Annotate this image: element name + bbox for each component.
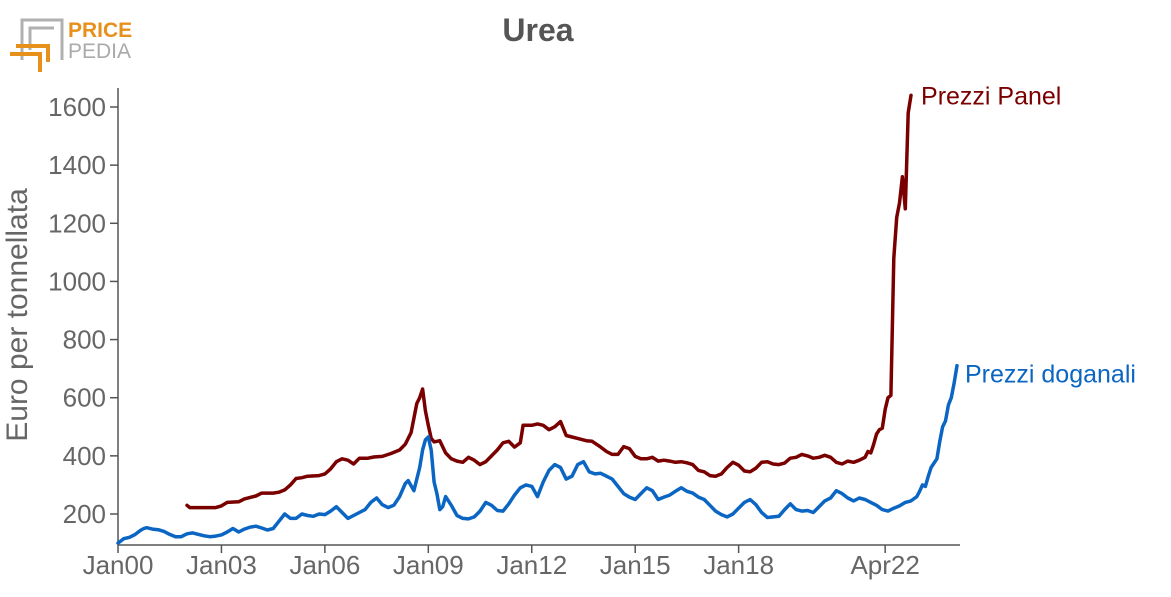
y-tick-label: 800: [63, 325, 106, 355]
logo-frame-orange: [10, 52, 42, 72]
y-tick-label: 1400: [48, 150, 106, 180]
x-tick-label: Jan06: [289, 550, 360, 580]
series-label-prezzi-panel: Prezzi Panel: [921, 82, 1061, 110]
y-tick-label: 1000: [48, 266, 106, 296]
logo-word-pedia: PEDIA: [68, 40, 131, 63]
logo-frame-gray-inner: [28, 26, 54, 50]
series-line-prezzi-doganali: [116, 363, 959, 545]
series-labels: Prezzi Panel Prezzi doganali: [921, 82, 1136, 388]
chart-title: Urea: [502, 12, 573, 48]
pricepedia-logo: PRICE PEDIA: [10, 18, 132, 72]
x-tick-label: Apr22: [850, 550, 919, 580]
y-tick-label: 200: [63, 499, 106, 529]
x-tick-label: Jan12: [496, 550, 567, 580]
logo-frame-orange-inner: [16, 44, 50, 62]
x-tick-label: Jan03: [186, 550, 257, 580]
y-tick-label: 600: [63, 383, 106, 413]
series-line-prezzi-panel: [185, 93, 913, 510]
y-tick-label: 1600: [48, 92, 106, 122]
x-tick-label: Jan00: [83, 550, 154, 580]
series-label-prezzi-doganali: Prezzi doganali: [965, 361, 1136, 389]
series-lines: [116, 93, 959, 545]
x-tick-label: Jan18: [703, 550, 774, 580]
logo-frame-gray: [20, 18, 64, 60]
y-axis-title: Euro per tonnellata: [1, 188, 34, 442]
y-tick-label: 400: [63, 441, 106, 471]
logo-word-price: PRICE: [68, 19, 132, 42]
axes: [117, 88, 960, 546]
x-tick-label: Jan15: [600, 550, 671, 580]
y-ticks: 200 400 600 800 1000 1200 1400 1600: [48, 92, 118, 529]
x-ticks: Jan00 Jan03 Jan06 Jan09 Jan12 Jan15 Jan18 Apr22: [83, 545, 920, 580]
x-tick-label: Jan09: [393, 550, 464, 580]
y-tick-label: 1200: [48, 208, 106, 238]
